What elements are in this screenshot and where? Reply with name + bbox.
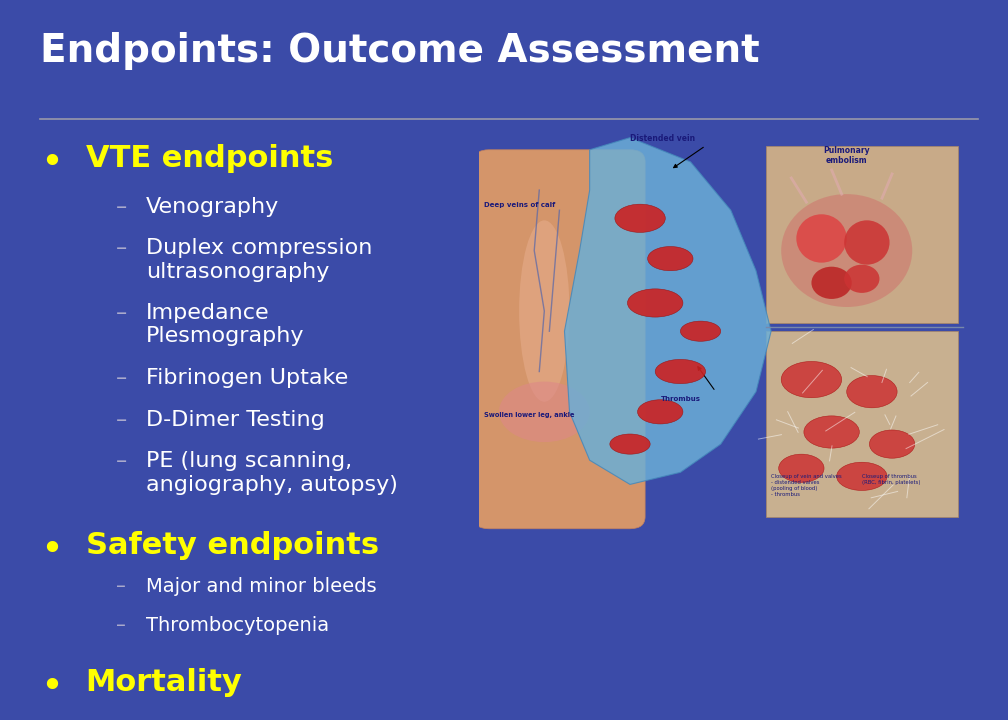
Text: Impedance
Plesmography: Impedance Plesmography: [146, 303, 304, 346]
Text: –: –: [116, 303, 127, 323]
Ellipse shape: [869, 430, 914, 458]
Text: Distended vein: Distended vein: [630, 134, 696, 143]
Ellipse shape: [638, 400, 683, 424]
Ellipse shape: [680, 321, 721, 341]
Text: PE (lung scanning,
angiography, autopsy): PE (lung scanning, angiography, autopsy): [146, 451, 398, 495]
Ellipse shape: [781, 361, 842, 397]
Text: Duplex compression
ultrasonography: Duplex compression ultrasonography: [146, 238, 373, 282]
Ellipse shape: [655, 359, 706, 384]
Text: –: –: [116, 238, 127, 258]
Ellipse shape: [778, 454, 824, 482]
Text: Closeup of vein and valves
- distended valves
(pooling of blood)
- thrombus: Closeup of vein and valves - distended v…: [771, 474, 842, 497]
Ellipse shape: [847, 376, 897, 408]
Ellipse shape: [844, 265, 879, 293]
Ellipse shape: [615, 204, 665, 233]
Text: •: •: [40, 144, 64, 182]
Text: •: •: [40, 668, 64, 706]
FancyBboxPatch shape: [474, 150, 645, 528]
Polygon shape: [564, 138, 771, 485]
Text: –: –: [116, 577, 126, 596]
Ellipse shape: [519, 220, 570, 402]
Ellipse shape: [499, 382, 590, 442]
Text: –: –: [116, 410, 127, 430]
FancyBboxPatch shape: [766, 145, 958, 323]
Ellipse shape: [811, 266, 852, 299]
Ellipse shape: [781, 194, 912, 307]
FancyBboxPatch shape: [766, 331, 958, 517]
Text: Fibrinogen Uptake: Fibrinogen Uptake: [146, 368, 349, 388]
Text: Endpoints: Outcome Assessment: Endpoints: Outcome Assessment: [40, 32, 760, 71]
Ellipse shape: [610, 434, 650, 454]
Text: –: –: [116, 197, 127, 217]
Ellipse shape: [489, 485, 600, 525]
Text: Closeup of thrombus
(RBC, fibrin, platelets): Closeup of thrombus (RBC, fibrin, platel…: [862, 474, 920, 485]
Text: Safety endpoints: Safety endpoints: [86, 531, 379, 559]
Text: –: –: [116, 451, 127, 472]
Text: Thrombocytopenia: Thrombocytopenia: [146, 616, 330, 635]
Text: Pulmonary
embolism: Pulmonary embolism: [824, 145, 870, 165]
Text: Thrombus: Thrombus: [660, 396, 701, 402]
Text: –: –: [116, 616, 126, 635]
Text: –: –: [116, 368, 127, 388]
Ellipse shape: [844, 220, 889, 265]
Ellipse shape: [803, 416, 859, 448]
Text: Mortality: Mortality: [86, 668, 243, 697]
Text: Deep veins of calf: Deep veins of calf: [484, 202, 555, 208]
Text: VTE endpoints: VTE endpoints: [86, 144, 333, 173]
Text: Venography: Venography: [146, 197, 279, 217]
Ellipse shape: [627, 289, 683, 317]
Text: D-Dimer Testing: D-Dimer Testing: [146, 410, 325, 430]
Text: •: •: [40, 531, 64, 569]
Ellipse shape: [796, 215, 847, 263]
Text: Swollen lower leg, ankle: Swollen lower leg, ankle: [484, 412, 575, 418]
Ellipse shape: [647, 246, 694, 271]
Ellipse shape: [837, 462, 887, 490]
Text: Major and minor bleeds: Major and minor bleeds: [146, 577, 377, 596]
